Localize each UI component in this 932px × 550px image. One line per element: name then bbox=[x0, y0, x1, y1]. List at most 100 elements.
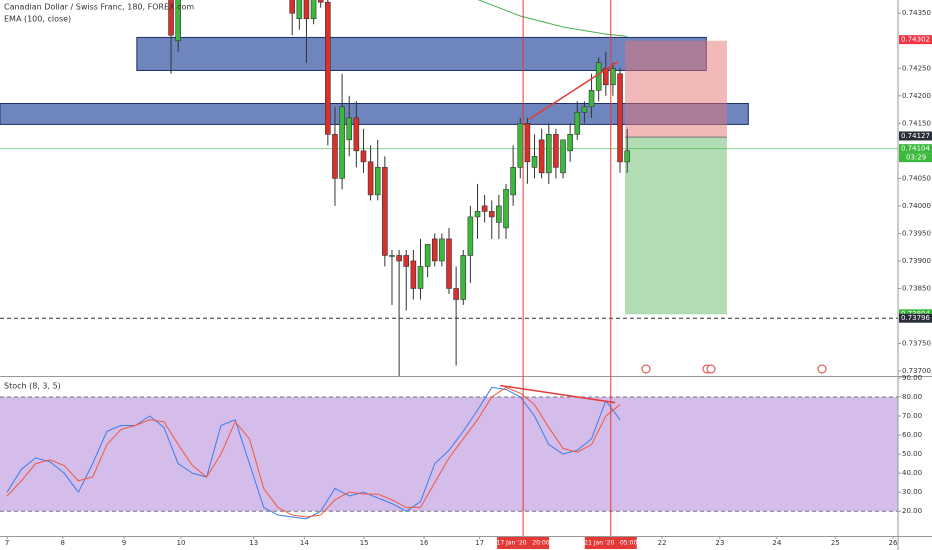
event-flag[interactable] bbox=[706, 364, 716, 374]
target-zone bbox=[625, 137, 727, 315]
supply-zone bbox=[136, 36, 707, 71]
candle-body bbox=[496, 205, 502, 223]
price-pane bbox=[0, 0, 898, 376]
candle-body bbox=[374, 167, 381, 196]
y-tick-label: 0.73850 bbox=[902, 284, 931, 292]
y-tick-label: 50.00 bbox=[902, 450, 922, 458]
marker-label: 21 Jan '20 05:00 bbox=[584, 540, 637, 547]
stoch-pane bbox=[0, 384, 898, 520]
x-tick-label: 25 bbox=[831, 539, 840, 547]
candle-body bbox=[396, 255, 402, 262]
candle-body bbox=[517, 123, 524, 168]
candle-body bbox=[382, 167, 388, 256]
candle-body bbox=[460, 255, 467, 300]
x-tick-label: 15 bbox=[360, 539, 369, 547]
candle-body bbox=[567, 134, 573, 152]
candle-body bbox=[317, 0, 324, 3]
y-tick-label: 0.73950 bbox=[902, 229, 931, 237]
candle-body bbox=[424, 244, 431, 267]
stoch-line bbox=[6, 386, 621, 520]
x-tick-label: 7 bbox=[5, 539, 9, 547]
candle-body bbox=[524, 123, 531, 163]
candle-body bbox=[310, 0, 317, 20]
price-label: 0.73796 bbox=[901, 314, 930, 322]
price-label-box bbox=[899, 35, 932, 45]
candle-body bbox=[417, 266, 424, 289]
stoch-band bbox=[0, 396, 898, 512]
candle-body bbox=[488, 211, 495, 218]
marker-label-box bbox=[584, 537, 637, 549]
y-tick-label: 20.00 bbox=[902, 507, 922, 515]
candle-body bbox=[581, 106, 588, 113]
price-label-box bbox=[899, 313, 932, 323]
stop-zone bbox=[625, 40, 727, 138]
stoch-line bbox=[6, 386, 621, 518]
candle-body bbox=[617, 73, 623, 163]
trendline bbox=[500, 384, 616, 404]
candle-body bbox=[574, 112, 581, 135]
candle-body bbox=[168, 0, 174, 36]
marker-label: 17 Jan '20 20:00 bbox=[497, 540, 550, 547]
y-tick-label: 0.74350 bbox=[902, 9, 931, 17]
y-tick-label: 0.73900 bbox=[902, 257, 931, 265]
candle-body bbox=[346, 117, 353, 141]
y-tick-label: 0.74050 bbox=[902, 174, 931, 182]
candle-body bbox=[175, 0, 181, 42]
y-tick-label: 0.74200 bbox=[902, 92, 931, 100]
candle-body bbox=[624, 150, 630, 163]
x-tick-label: 13 bbox=[249, 539, 258, 547]
y-tick-label: 70.00 bbox=[902, 412, 922, 420]
candle-body bbox=[474, 211, 481, 218]
trendline bbox=[528, 61, 619, 121]
candle-body bbox=[439, 238, 445, 262]
y-tick-label: 0.73700 bbox=[902, 367, 931, 375]
x-tick-label: 10 bbox=[177, 539, 186, 547]
candle-body bbox=[595, 62, 602, 91]
y-tick-label: 90.00 bbox=[902, 374, 922, 382]
candle-body bbox=[303, 0, 310, 20]
price-label: 0.74127 bbox=[901, 132, 930, 140]
event-flag[interactable] bbox=[817, 364, 827, 374]
candle-body bbox=[588, 89, 595, 108]
price-label: 0.74104 bbox=[901, 145, 930, 153]
y-tick-label: 40.00 bbox=[902, 469, 922, 477]
x-tick-label: 23 bbox=[715, 539, 724, 547]
candle-body bbox=[431, 238, 438, 262]
chart-title: Canadian Dollar / Swiss Franc, 180, FORE… bbox=[4, 3, 194, 12]
candle-body bbox=[453, 288, 459, 300]
y-tick-label: 0.74150 bbox=[902, 119, 931, 127]
y-tick-label: 30.00 bbox=[902, 488, 922, 496]
candle-body bbox=[289, 0, 296, 14]
candle-body bbox=[339, 106, 345, 179]
indicator-label: EMA (100, close) bbox=[4, 15, 71, 24]
indicator-label: Stoch (8, 3, 5) bbox=[4, 382, 61, 391]
candle-body bbox=[353, 117, 360, 152]
candle-body bbox=[296, 0, 303, 20]
ema-line bbox=[477, 0, 628, 37]
candle-body bbox=[410, 260, 417, 289]
candle-body bbox=[538, 139, 545, 174]
x-tick-label: 26 bbox=[889, 539, 898, 547]
supply-zone bbox=[0, 102, 749, 125]
y-tick-label: 0.74250 bbox=[902, 64, 931, 72]
marker-label-box bbox=[497, 537, 550, 549]
candle-body bbox=[510, 167, 516, 196]
candle-body bbox=[403, 255, 410, 267]
candle-body bbox=[446, 238, 452, 289]
candle-body bbox=[389, 255, 395, 257]
price-label-box bbox=[899, 131, 932, 141]
candle-body bbox=[545, 134, 552, 174]
countdown-box bbox=[899, 153, 932, 163]
price-label-box bbox=[899, 144, 932, 154]
candle-body bbox=[332, 134, 338, 179]
y-tick-label: 60.00 bbox=[902, 431, 922, 439]
countdown: 03:29 bbox=[906, 154, 926, 162]
x-tick-label: 16 bbox=[420, 539, 429, 547]
x-tick-label: 17 bbox=[475, 539, 484, 547]
candle-body bbox=[360, 150, 367, 163]
x-tick-label: 24 bbox=[772, 539, 781, 547]
candle-body bbox=[467, 216, 474, 256]
event-flag[interactable] bbox=[641, 364, 651, 374]
